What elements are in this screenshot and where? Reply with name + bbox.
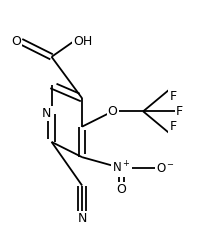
Text: O: O (108, 105, 118, 118)
Text: O: O (11, 35, 21, 48)
Text: OH: OH (73, 35, 93, 48)
Text: N$^+$: N$^+$ (112, 160, 131, 176)
Text: F: F (169, 89, 176, 103)
Text: O: O (116, 183, 126, 196)
Text: N: N (77, 212, 87, 225)
Text: F: F (176, 105, 183, 118)
Text: O$^-$: O$^-$ (156, 162, 175, 175)
Text: N: N (42, 107, 52, 120)
Text: F: F (169, 120, 176, 133)
